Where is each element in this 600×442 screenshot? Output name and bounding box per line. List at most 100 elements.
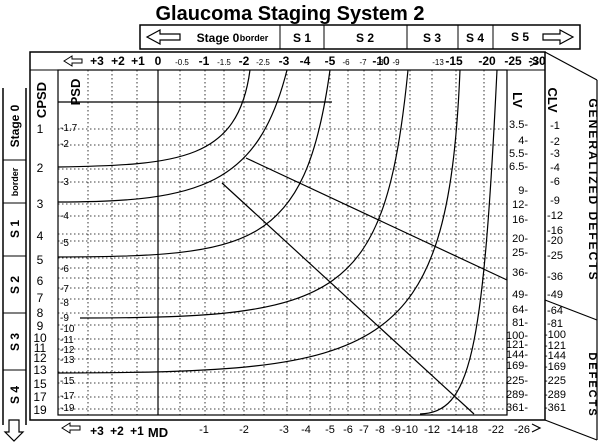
top-md-ticks: +3 +2 +1 0 -1 -2 -3 -4 -5 -10 -15 -20 -25 -30 -0.5 -1.5…	[90, 54, 546, 68]
stage-boundary-curves	[57, 69, 508, 415]
bottom-md-tick: -9	[391, 424, 401, 436]
lv-tick: 169-	[506, 360, 528, 372]
clv-tick: -49	[547, 289, 563, 301]
curve-border	[57, 69, 251, 168]
lv-tick: 5.5-	[509, 148, 528, 160]
cpsd-tick: 9	[37, 319, 44, 333]
lv-tick: 100-	[506, 330, 528, 342]
clv-tick: -121	[544, 340, 566, 352]
cpsd-tick: 7	[37, 291, 44, 305]
md-axis-title: MD	[148, 425, 168, 440]
psd-tick: -1.7	[60, 123, 78, 134]
bottom-md-tick-left: +3	[90, 424, 104, 438]
clv-tick: -20	[547, 235, 563, 247]
psd-tick: -5	[60, 238, 69, 249]
top-md-tick: -2	[239, 54, 250, 68]
psd-tick: -17	[60, 391, 75, 402]
psd-tick: -19	[60, 403, 75, 414]
clv-tick: -100	[544, 329, 566, 341]
bottom-md-tick: -14	[447, 424, 463, 436]
clv-tick: -4	[550, 162, 560, 174]
down-arrow-icon	[3, 419, 25, 442]
stage-top-border: border	[240, 33, 269, 43]
top-md-minor-tick: -8	[376, 58, 384, 67]
cpsd-tick: 12	[33, 351, 47, 365]
stage-top-0: Stage 0	[197, 31, 240, 45]
bottom-md-tick: -1	[199, 424, 209, 436]
left-stage-bar: Stage 0 border S 1 S 2 S 3 S 4	[2, 88, 27, 442]
clv-tick: -81	[547, 318, 563, 330]
clv-tick: -9	[550, 195, 560, 207]
bottom-md-tick-left: +1	[130, 424, 144, 438]
bottom-md-tick: -8	[375, 424, 385, 436]
stage-left-s4: S 4	[8, 386, 22, 404]
clv-tick: -25	[547, 250, 563, 262]
cpsd-axis-title: CPSD	[34, 82, 49, 118]
right-arrow-icon	[542, 28, 575, 46]
top-md-tick: -1	[199, 54, 210, 68]
cpsd-tick: 3	[37, 197, 44, 211]
cpsd-tick: 1	[37, 122, 44, 136]
stage-left-border: border	[10, 167, 20, 196]
psd-axis-title: PSD	[68, 79, 83, 106]
top-md-minor-tick: -2.5	[256, 58, 270, 67]
stage-top-s3: S 3	[423, 31, 441, 45]
psd-tick: -2	[60, 139, 69, 150]
top-md-left-arrow-icon	[63, 55, 83, 67]
clv-tick: -16	[547, 225, 563, 237]
lv-tick: 121-	[506, 339, 528, 351]
psd-tick: -15	[60, 376, 75, 387]
bottom-md-left-arrow-icon	[61, 422, 81, 434]
clv-ticks: -1 -2-3 -4 -6 -9 -12 -16-20 -25 -36 -49 -64-81-100…	[544, 120, 566, 414]
psd-ticks: -1.7 -2 -3 -4 -5 -6 -7 -8 -9-10-11-12-13 -15 -17-1…	[60, 123, 78, 414]
psd-tick: -11	[60, 335, 74, 346]
stage-left-0: Stage 0	[8, 104, 22, 147]
top-md-tick: +1	[131, 54, 145, 68]
diagonal-line-1	[245, 157, 508, 281]
bottom-md-tick: -3	[279, 424, 289, 436]
clv-tick: -361	[544, 402, 566, 414]
lv-tick: 36-	[512, 267, 528, 279]
top-md-tick: -10	[372, 54, 390, 68]
stage-top-s1: S 1	[293, 31, 311, 45]
bottom-md-tick: -26	[514, 424, 530, 436]
chart-frame	[29, 51, 598, 441]
top-md-tick: 0	[155, 54, 162, 68]
lv-tick: 6.5-	[509, 161, 528, 173]
bottom-md-tick: -18	[462, 424, 478, 436]
cpsd-tick: 17	[33, 390, 47, 404]
cpsd-tick: 10	[33, 331, 47, 345]
top-md-tick: -25	[504, 54, 522, 68]
lv-tick: 64-	[512, 304, 528, 316]
stage-top-s5: S 5	[511, 30, 529, 44]
stage-top-s2: S 2	[356, 31, 374, 45]
bottom-md-right-arrow-icon	[531, 423, 542, 433]
diagonal-line-2	[221, 182, 475, 415]
psd-tick: -3	[60, 177, 69, 188]
cpsd-tick: 6	[37, 274, 44, 288]
top-md-minor-tick: -13	[432, 58, 444, 67]
lv-tick: 225-	[506, 375, 528, 387]
clv-tick: -1	[550, 120, 560, 132]
curve-s3	[79, 69, 409, 319]
bottom-md-tick: -2	[239, 424, 249, 436]
psd-tick: -13	[60, 355, 75, 366]
top-md-tick: -15	[445, 54, 463, 68]
lv-axis-title: LV	[510, 92, 525, 108]
lv-tick: 4-	[518, 135, 528, 147]
curve-s2	[57, 69, 331, 258]
lv-tick: 3.5-	[509, 119, 528, 131]
stage-left-s2: S 2	[8, 276, 22, 294]
clv-axis-title: CLV	[545, 87, 560, 112]
page-title: Glaucoma Staging System 2	[156, 3, 425, 25]
psd-tick: -4	[60, 211, 69, 222]
clv-tick: -225	[544, 375, 566, 387]
cpsd-tick: 19	[33, 403, 47, 417]
top-md-right-arrow-icon	[529, 57, 540, 67]
bottom-md-tick: -5	[325, 424, 335, 436]
bottom-md-tick: -6	[343, 424, 353, 436]
bottom-md-tick: -10	[402, 424, 418, 436]
top-md-tick: -20	[478, 54, 496, 68]
